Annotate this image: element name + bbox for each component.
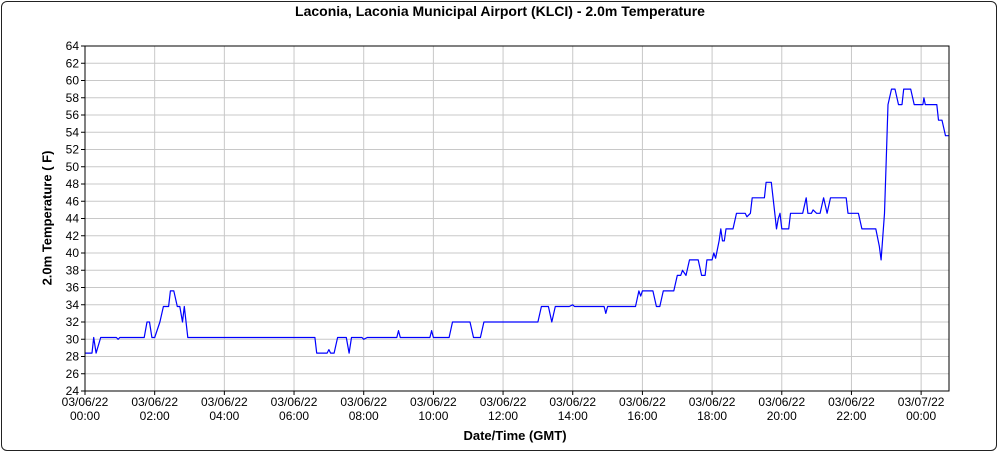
- x-tick-time-label: 16:00: [627, 409, 657, 423]
- y-tick-label: 46: [66, 194, 80, 208]
- x-tick-date-label: 03/06/22: [828, 395, 875, 409]
- chart-title: Laconia, Laconia Municipal Airport (KLCI…: [295, 3, 705, 19]
- y-tick-label: 26: [66, 367, 80, 381]
- y-tick-label: 34: [66, 298, 80, 312]
- x-tick-date-label: 03/06/22: [549, 395, 596, 409]
- x-axis-ticks: 03/06/2200:0003/06/2202:0003/06/2204:000…: [62, 391, 945, 423]
- y-tick-label: 50: [66, 160, 80, 174]
- y-tick-label: 54: [66, 125, 80, 139]
- y-tick-label: 62: [66, 56, 80, 70]
- y-tick-label: 38: [66, 263, 80, 277]
- x-axis-label: Date/Time (GMT): [463, 428, 567, 443]
- x-tick-time-label: 18:00: [697, 409, 727, 423]
- x-tick-time-label: 06:00: [279, 409, 309, 423]
- y-tick-label: 40: [66, 246, 80, 260]
- x-tick-date-label: 03/06/22: [340, 395, 387, 409]
- y-tick-label: 64: [66, 39, 80, 53]
- y-tick-label: 48: [66, 177, 80, 191]
- x-tick-time-label: 22:00: [836, 409, 866, 423]
- series-layer: [85, 88, 949, 354]
- y-tick-label: 36: [66, 281, 80, 295]
- y-tick-label: 42: [66, 229, 80, 243]
- y-tick-label: 30: [66, 332, 80, 346]
- x-tick-time-label: 12:00: [488, 409, 518, 423]
- x-tick-time-label: 04:00: [209, 409, 239, 423]
- plot-area-border: [84, 45, 950, 392]
- x-tick-date-label: 03/06/22: [410, 395, 457, 409]
- x-tick-date-label: 03/06/22: [201, 395, 248, 409]
- x-tick-date-label: 03/06/22: [131, 395, 178, 409]
- x-tick-time-label: 00:00: [906, 409, 936, 423]
- y-tick-label: 32: [66, 315, 80, 329]
- x-tick-time-label: 20:00: [767, 409, 797, 423]
- y-tick-label: 60: [66, 74, 80, 88]
- x-tick-time-label: 14:00: [558, 409, 588, 423]
- y-tick-label: 24: [66, 384, 80, 398]
- x-tick-date-label: 03/06/22: [480, 395, 527, 409]
- x-tick-time-label: 08:00: [349, 409, 379, 423]
- x-tick-date-label: 03/06/22: [271, 395, 318, 409]
- x-tick-date-label: 03/06/22: [619, 395, 666, 409]
- x-tick-time-label: 10:00: [418, 409, 448, 423]
- y-tick-label: 52: [66, 143, 80, 157]
- x-tick-time-label: 02:00: [140, 409, 170, 423]
- y-axis-ticks: 24 26 28 30 32 34 36 38 40 42 44 46 48 50 52 54 56 58 60 62…: [66, 39, 85, 398]
- temperature-series-line: [85, 88, 949, 354]
- x-tick-date-label: 03/06/22: [758, 395, 805, 409]
- y-tick-label: 44: [66, 212, 80, 226]
- x-tick-time-label: 00:00: [70, 409, 100, 423]
- y-tick-label: 28: [66, 350, 80, 364]
- x-tick-date-label: 03/06/22: [62, 395, 109, 409]
- y-tick-label: 56: [66, 108, 80, 122]
- x-tick-date-label: 03/07/22: [898, 395, 945, 409]
- grid-lines: [84, 45, 949, 392]
- y-tick-label: 58: [66, 91, 80, 105]
- x-tick-date-label: 03/06/22: [689, 395, 736, 409]
